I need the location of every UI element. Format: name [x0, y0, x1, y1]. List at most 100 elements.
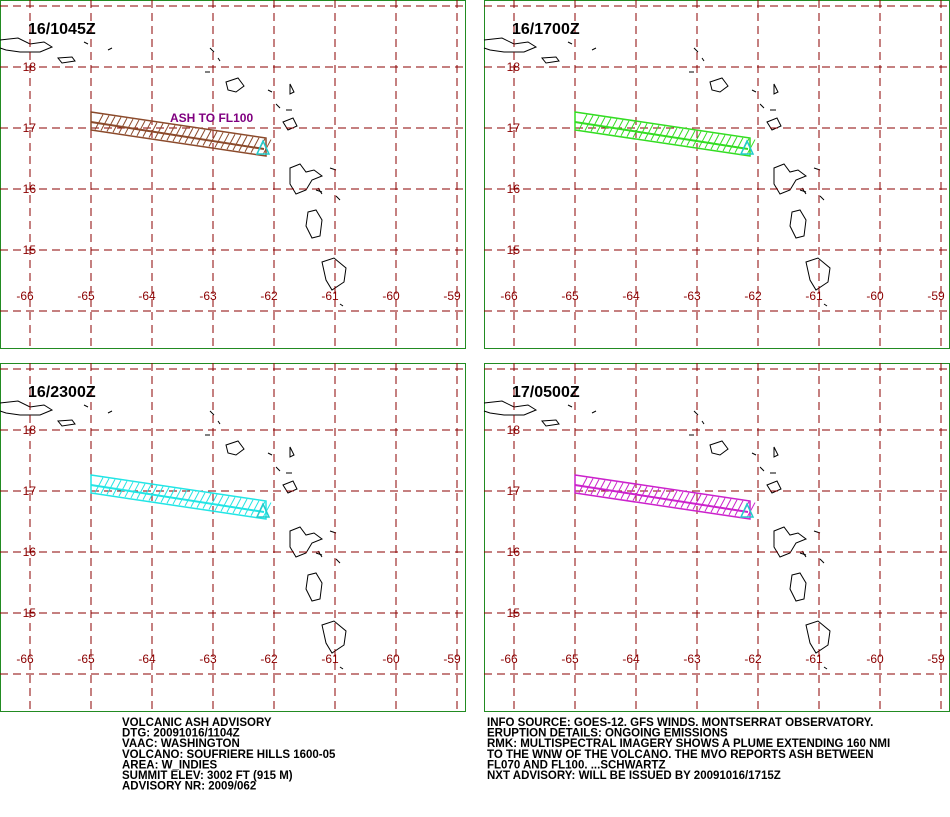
hatch [232, 497, 242, 514]
hatch [722, 135, 732, 152]
lon-label: -62 [744, 289, 762, 303]
hatch [686, 130, 696, 146]
lat-label: 18 [23, 423, 37, 437]
hatch [196, 129, 206, 145]
lat-label: 15 [507, 243, 521, 257]
hatch [118, 117, 128, 134]
hatch [190, 491, 200, 508]
hatch [614, 482, 624, 499]
hatch [130, 482, 140, 499]
hatch [148, 122, 158, 138]
hatch [584, 478, 594, 494]
plume-axis [574, 121, 749, 150]
hatch [208, 494, 218, 510]
lon-label: -59 [443, 289, 461, 303]
hatch [244, 136, 254, 153]
hatch [668, 490, 678, 507]
hatch [662, 489, 672, 506]
hatch [722, 498, 732, 515]
panel-border [0, 0, 466, 349]
hatch [262, 502, 272, 518]
hatch [124, 118, 134, 135]
lon-label: -59 [927, 289, 945, 303]
hatch [602, 480, 612, 497]
lat-label: 16 [23, 182, 37, 196]
advisory-line: INFO SOURCE: GOES-12. GFS WINDS. MONTSER… [487, 717, 873, 729]
volcano-symbol [255, 139, 271, 155]
plume-axis [90, 484, 265, 513]
ash-plume [574, 111, 751, 157]
lat-label: 15 [507, 606, 521, 620]
hatch [698, 132, 708, 148]
hatch [94, 114, 104, 130]
hatch [232, 134, 242, 151]
hatch [184, 127, 194, 144]
hatch [160, 487, 170, 503]
lon-label: -62 [260, 652, 278, 666]
hatch [590, 479, 600, 495]
hatch [220, 496, 230, 512]
map-panel: 18 17 16 15 -66 -65 -64 -63 -62 -61 -60 -59 17/0500Z [483, 363, 950, 712]
hatch [692, 494, 702, 510]
hatch [262, 139, 272, 155]
hatch [590, 116, 600, 132]
hatch [118, 480, 128, 497]
lon-label: -61 [805, 652, 823, 666]
lat-label: 16 [507, 182, 521, 196]
hatch [160, 124, 170, 140]
hatch [178, 126, 188, 143]
lat-label: 15 [23, 243, 37, 257]
hatch [578, 114, 588, 130]
advisory-line: VAAC: WASHINGTON [122, 738, 240, 750]
hatch [698, 495, 708, 511]
lon-label: -61 [321, 289, 339, 303]
hatch [130, 119, 140, 136]
hatch [620, 483, 630, 500]
ash-plume [574, 474, 751, 520]
hatch [596, 480, 606, 496]
hatch [746, 502, 756, 518]
lat-label: 15 [23, 606, 37, 620]
hatch [238, 498, 248, 515]
hatch [680, 492, 690, 508]
hatch [734, 137, 744, 154]
lon-label: -64 [138, 289, 156, 303]
lat-label: 16 [507, 545, 521, 559]
lon-label: -60 [866, 652, 884, 666]
volcano-symbol [739, 502, 755, 518]
hatch [638, 486, 648, 502]
hatch [644, 124, 654, 140]
hatch [632, 122, 642, 138]
lat-label: 18 [23, 60, 37, 74]
advisory-line: DTG: 20091016/1104Z [122, 728, 240, 740]
hatch [728, 136, 738, 153]
coastlines [0, 400, 347, 670]
hatch [644, 487, 654, 503]
lon-label: -59 [443, 652, 461, 666]
lon-label: -66 [500, 289, 518, 303]
lat-label: 16 [23, 545, 37, 559]
coastlines [0, 37, 347, 307]
lon-label: -65 [77, 289, 95, 303]
hatch [142, 121, 152, 137]
hatch [716, 497, 726, 514]
hatch [94, 477, 104, 493]
hatch [172, 125, 182, 142]
hatch [656, 488, 666, 505]
hatch [680, 129, 690, 145]
hatch [710, 133, 720, 150]
hatch [226, 133, 236, 150]
hatch [250, 500, 260, 517]
hatch [650, 125, 660, 141]
advisory-line: VOLCANO: SOUFRIERE HILLS 1600-05 [122, 749, 336, 761]
hatch [656, 125, 666, 142]
map-panel: 18 17 16 15 -66 -65 -64 -63 -62 -61 -60 -59 16/2300Z [0, 363, 466, 712]
hatch [214, 495, 224, 511]
lon-label: -66 [16, 652, 34, 666]
hatch [100, 478, 110, 494]
hatch [172, 488, 182, 505]
plume-axis [90, 121, 265, 150]
hatch [196, 492, 206, 508]
panel-border [0, 363, 466, 712]
lon-label: -63 [199, 652, 217, 666]
